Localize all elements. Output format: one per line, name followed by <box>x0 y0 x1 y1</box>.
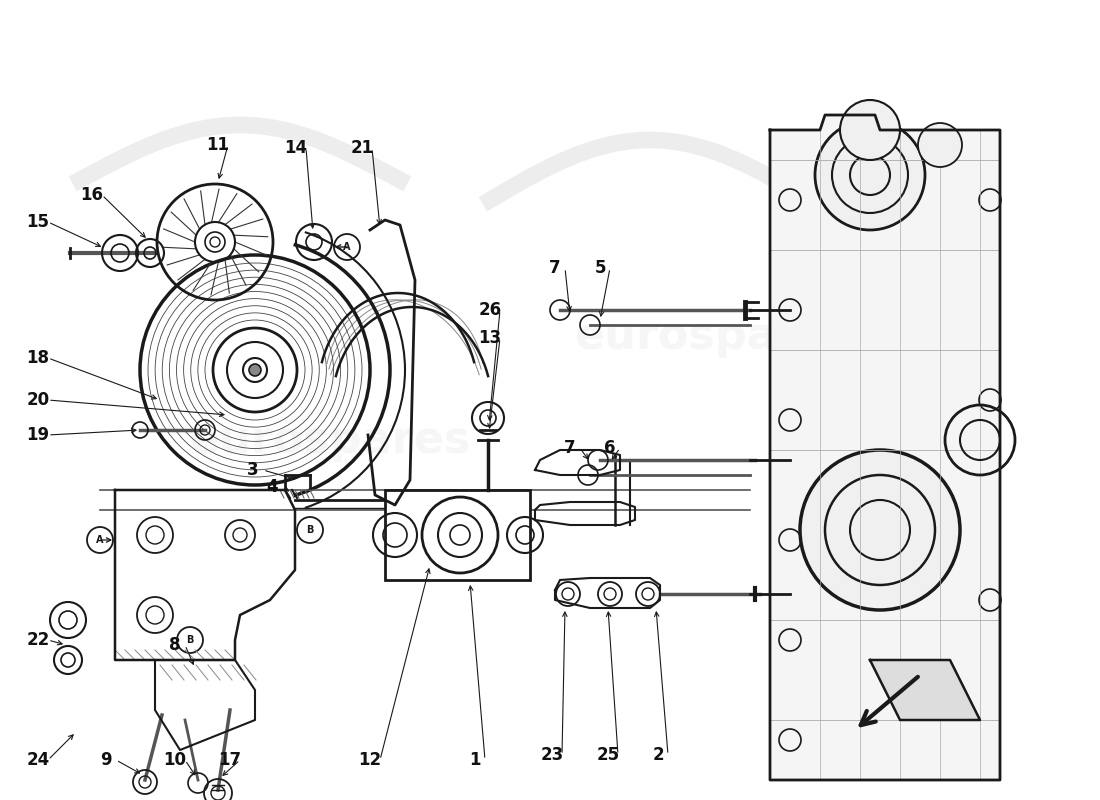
Text: 14: 14 <box>285 139 308 157</box>
Text: 20: 20 <box>26 391 50 409</box>
Text: 15: 15 <box>26 213 50 231</box>
Text: eurospares: eurospares <box>574 314 856 358</box>
Text: 25: 25 <box>596 746 619 764</box>
Text: 12: 12 <box>359 751 382 769</box>
Text: 2: 2 <box>652 746 663 764</box>
Text: A: A <box>343 242 351 252</box>
Text: 21: 21 <box>351 139 374 157</box>
Polygon shape <box>535 450 620 475</box>
Text: 22: 22 <box>26 631 50 649</box>
Text: B: B <box>306 525 313 535</box>
Polygon shape <box>385 490 530 580</box>
Text: 4: 4 <box>266 478 278 496</box>
Text: 8: 8 <box>169 636 180 654</box>
Text: 16: 16 <box>80 186 103 204</box>
Circle shape <box>918 123 962 167</box>
Polygon shape <box>770 115 1000 780</box>
Text: 7: 7 <box>564 439 575 457</box>
Text: 10: 10 <box>164 751 187 769</box>
Text: 18: 18 <box>26 349 50 367</box>
Text: 1: 1 <box>470 751 481 769</box>
Circle shape <box>815 120 925 230</box>
Text: 24: 24 <box>26 751 50 769</box>
Text: 23: 23 <box>540 746 563 764</box>
Polygon shape <box>155 660 255 750</box>
Text: 3: 3 <box>248 461 258 479</box>
Circle shape <box>249 364 261 376</box>
Text: 13: 13 <box>478 329 502 347</box>
Text: A: A <box>97 535 103 545</box>
Text: 17: 17 <box>219 751 242 769</box>
Polygon shape <box>870 660 980 720</box>
Text: 9: 9 <box>100 751 112 769</box>
Circle shape <box>840 100 900 160</box>
Text: 19: 19 <box>26 426 50 444</box>
Text: 11: 11 <box>207 136 230 154</box>
Text: 5: 5 <box>594 259 606 277</box>
Text: 7: 7 <box>549 259 561 277</box>
Text: B: B <box>186 635 194 645</box>
Text: eurospares: eurospares <box>189 418 471 462</box>
Polygon shape <box>535 502 635 525</box>
Text: 6: 6 <box>604 439 616 457</box>
Polygon shape <box>116 490 295 660</box>
Polygon shape <box>556 578 660 608</box>
Circle shape <box>800 450 960 610</box>
Text: 26: 26 <box>478 301 502 319</box>
